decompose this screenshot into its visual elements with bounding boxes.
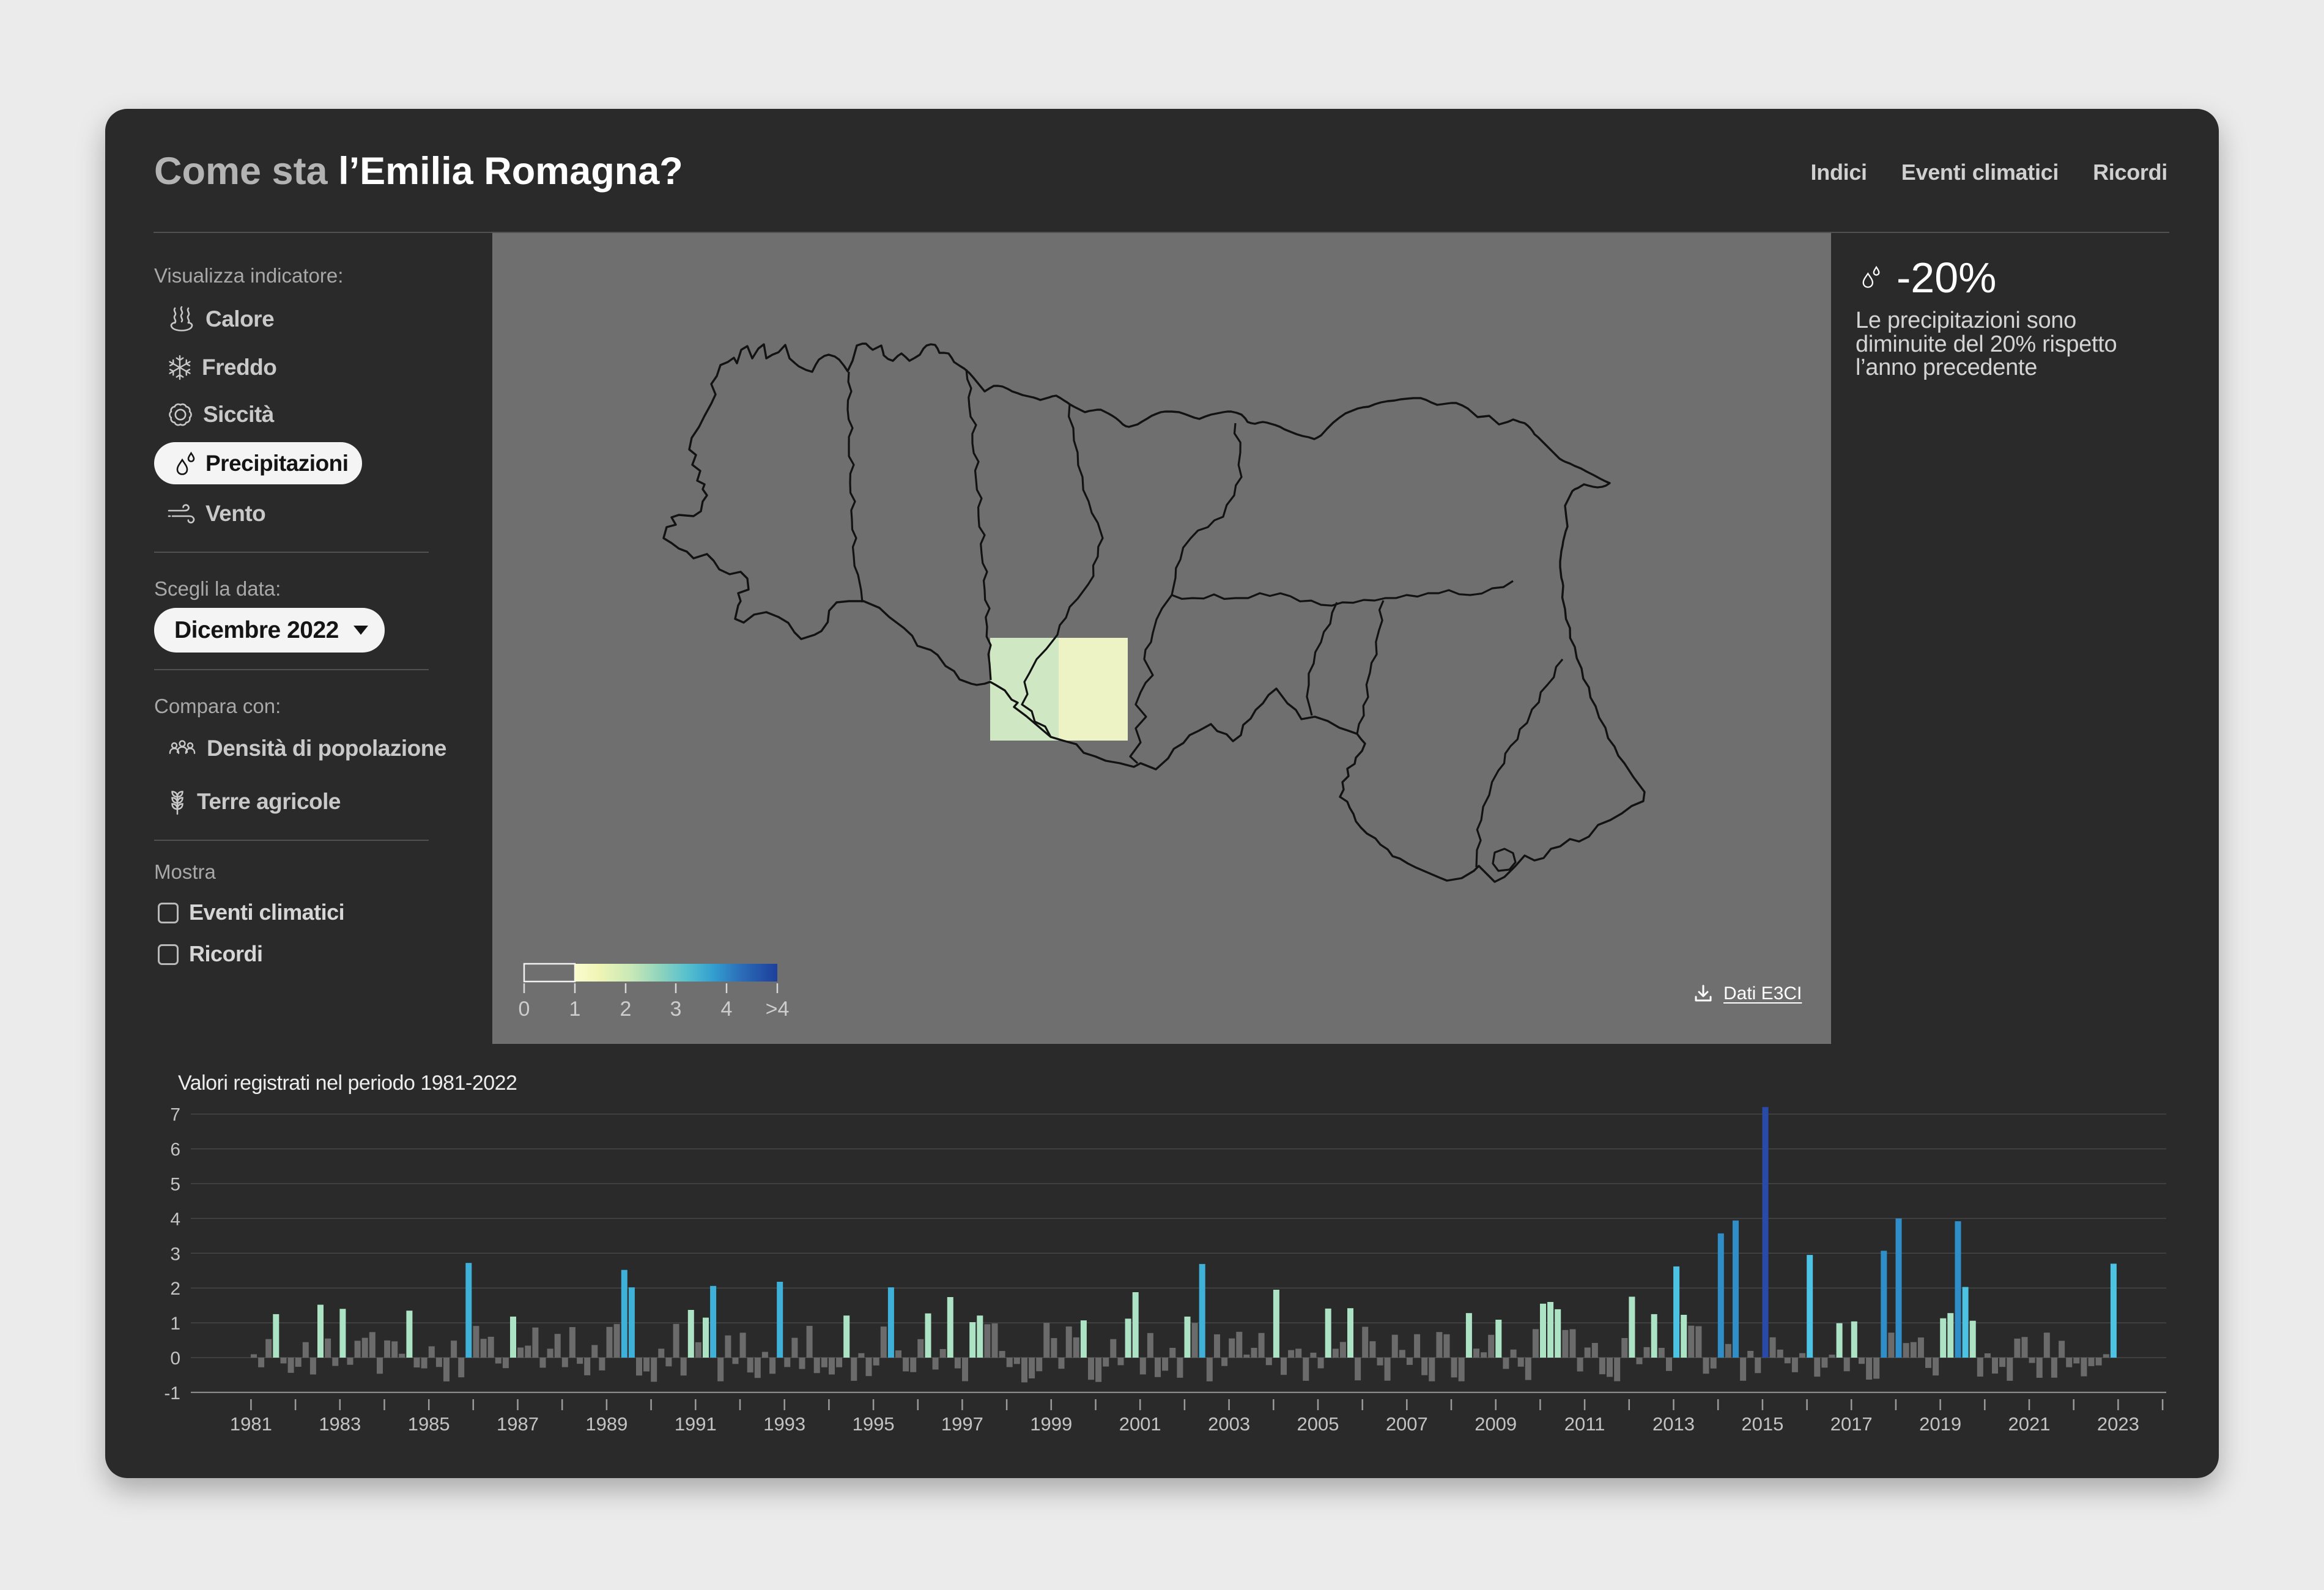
svg-text:0: 0 xyxy=(519,997,530,1021)
svg-text:3: 3 xyxy=(170,1244,180,1264)
svg-text:5: 5 xyxy=(170,1175,180,1195)
svg-text:1981: 1981 xyxy=(230,1413,272,1435)
svg-text:2023: 2023 xyxy=(2097,1413,2139,1435)
svg-text:1987: 1987 xyxy=(497,1413,539,1435)
svg-text:1995: 1995 xyxy=(853,1413,895,1435)
svg-text:2009: 2009 xyxy=(1475,1413,1517,1435)
svg-text:1985: 1985 xyxy=(408,1413,450,1435)
svg-text:1: 1 xyxy=(170,1314,180,1334)
svg-text:0: 0 xyxy=(170,1348,180,1369)
svg-text:2015: 2015 xyxy=(1741,1413,1783,1435)
svg-text:1983: 1983 xyxy=(319,1413,361,1435)
svg-text:1993: 1993 xyxy=(763,1413,805,1435)
svg-text:4: 4 xyxy=(170,1209,180,1229)
svg-text:2013: 2013 xyxy=(1652,1413,1695,1435)
svg-text:1999: 1999 xyxy=(1030,1413,1072,1435)
svg-text:6: 6 xyxy=(170,1140,180,1160)
svg-text:2007: 2007 xyxy=(1386,1413,1428,1435)
svg-text:2021: 2021 xyxy=(2008,1413,2051,1435)
svg-text:2003: 2003 xyxy=(1208,1413,1250,1435)
svg-text:1991: 1991 xyxy=(675,1413,717,1435)
svg-text:2001: 2001 xyxy=(1119,1413,1161,1435)
svg-text:2011: 2011 xyxy=(1564,1413,1605,1435)
svg-text:2019: 2019 xyxy=(1919,1413,1961,1435)
svg-text:2005: 2005 xyxy=(1297,1413,1339,1435)
svg-text:2017: 2017 xyxy=(1830,1413,1873,1435)
svg-text:1: 1 xyxy=(569,997,581,1021)
svg-text:2: 2 xyxy=(170,1279,180,1299)
svg-text:4: 4 xyxy=(721,997,733,1021)
svg-text:1997: 1997 xyxy=(941,1413,983,1435)
svg-text:>4: >4 xyxy=(766,997,790,1021)
svg-text:3: 3 xyxy=(670,997,682,1021)
svg-text:1989: 1989 xyxy=(585,1413,627,1435)
svg-text:-1: -1 xyxy=(164,1383,180,1403)
svg-text:2: 2 xyxy=(620,997,632,1021)
svg-text:7: 7 xyxy=(170,1105,180,1125)
